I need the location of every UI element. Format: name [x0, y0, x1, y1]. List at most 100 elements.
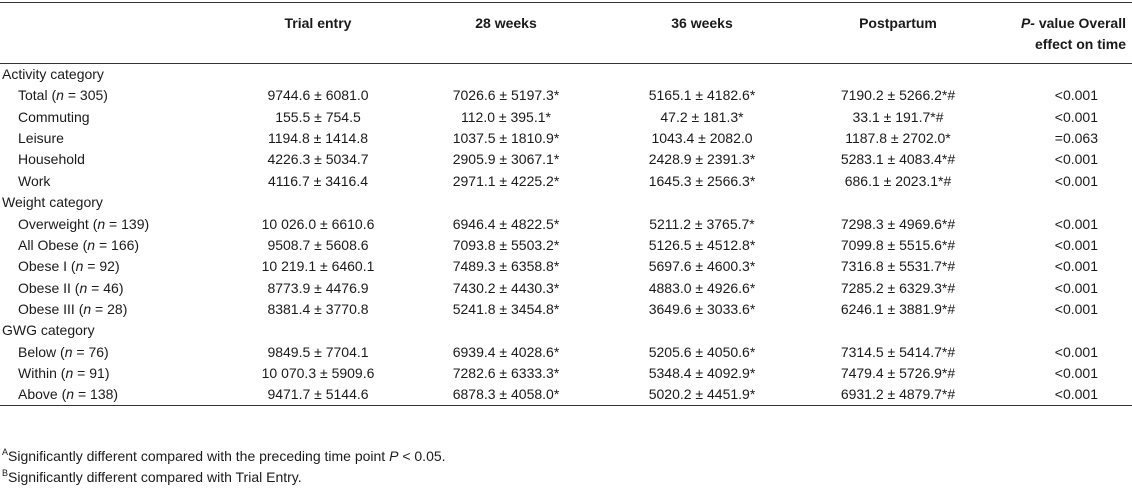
footnote-a: ASignificantly different compared with t… [2, 446, 446, 467]
footnote-a-tail: < 0.05. [398, 448, 446, 464]
footnote-a-p: P [389, 448, 399, 464]
p-value-cell: <0.001 [1054, 343, 1098, 360]
table-body: Activity category Total (n = 305) 9744.6 ±… [0, 64, 1132, 406]
p-value-cell: <0.001 [1054, 279, 1098, 296]
table-row: Above (n = 138) 9471.7 ± 5144.6 6878.3 ± 4… [0, 384, 1132, 406]
header-trial-entry: Trial entry [284, 15, 352, 31]
results-table: Trial entry 28 weeks 36 weeks Postpartum… [0, 2, 1132, 406]
p-value-cell: =0.063 [1054, 129, 1098, 146]
value-cell: 6246.1 ± 3881.9*# [840, 301, 956, 318]
table-row: Obese III (n = 28) 8381.4 ± 3770.8 5241.8 … [0, 299, 1132, 320]
p-value-cell: <0.001 [1054, 236, 1098, 253]
value-cell: 5283.1 ± 4083.4*# [840, 151, 956, 168]
n-symbol: n [66, 386, 75, 403]
table-row: Within (n = 91) 10 070.3 ± 5909.6 7282.6 ±… [0, 363, 1132, 384]
header-postpartum: Postpartum [859, 15, 937, 31]
row-label-text: All Obese [18, 236, 79, 253]
value-cell: 9508.7 ± 5608.6 [267, 236, 369, 253]
n-symbol: n [65, 365, 74, 382]
row-label: Total (n = 305) [18, 87, 108, 104]
value-cell: 7285.2 ± 6329.3*# [840, 279, 956, 296]
value-cell: 1187.8 ± 2702.0* [845, 129, 951, 146]
p-value-cell: <0.001 [1054, 365, 1098, 382]
value-cell: 5165.1 ± 4182.6* [648, 87, 756, 104]
table-row: Obese I (n = 92) 10 219.1 ± 6460.1 7489.3 … [0, 256, 1132, 277]
row-label: Obese III (n = 28) [18, 301, 128, 318]
p-value-cell: <0.001 [1054, 386, 1098, 403]
table-row: Overweight (n = 139) 10 026.0 ± 6610.6 694… [0, 213, 1132, 234]
p-value-cell: <0.001 [1054, 258, 1098, 275]
header-row: Trial entry 28 weeks 36 weeks Postpartum… [0, 2, 1132, 64]
table-row: Leisure 1194.8 ± 1414.8 1037.5 ± 1810.9* 10… [0, 128, 1132, 149]
row-label-text: Within [18, 365, 57, 382]
row-label: Within (n = 91) [18, 365, 110, 382]
category-row: GWG category [0, 320, 1132, 341]
n-value: 305 [79, 87, 104, 104]
header-36-weeks: 36 weeks [671, 15, 733, 31]
n-value: 92 [99, 258, 115, 275]
value-cell: 8773.9 ± 4476.9 [267, 279, 369, 296]
n-value: 138 [90, 386, 114, 403]
category-label: GWG category [2, 322, 95, 339]
n-symbol: n [64, 343, 73, 360]
value-cell: 10 070.3 ± 5909.6 [261, 365, 375, 382]
value-cell: 47.2 ± 181.3* [660, 108, 744, 125]
row-label: Obese II (n = 46) [18, 279, 124, 296]
value-cell: 33.1 ± 191.7*# [852, 108, 944, 125]
header-p-italic: P- [1020, 15, 1035, 31]
value-cell: 5348.4 ± 4092.9* [648, 365, 756, 382]
table-row: Below (n = 76) 9849.5 ± 7704.1 6939.4 ± 40… [0, 342, 1132, 363]
n-value: 76 [88, 343, 105, 360]
footnote-b-text: Significantly different compared with Tr… [8, 469, 302, 485]
value-cell: 9471.7 ± 5144.6 [267, 386, 369, 403]
row-label-text: Total [18, 87, 48, 104]
p-value-cell: <0.001 [1054, 151, 1098, 168]
p-value-cell: <0.001 [1054, 87, 1098, 104]
header-p-rest: value Overall effect on time [1034, 15, 1126, 52]
value-cell: 1043.4 ± 2082.0 [651, 129, 753, 146]
header-label-cell [0, 3, 228, 64]
row-label-text: Above [18, 386, 58, 403]
value-cell: 6878.3 ± 4058.0* [452, 386, 560, 403]
value-cell: 7026.6 ± 5197.3* [452, 87, 560, 104]
table-row: All Obese (n = 166) 9508.7 ± 5608.6 7093.8… [0, 235, 1132, 256]
value-cell: 7190.2 ± 5266.2*# [840, 87, 956, 104]
row-label-text: Commuting [18, 108, 90, 125]
p-value-cell: <0.001 [1054, 108, 1098, 125]
n-value: 166 [111, 236, 135, 253]
category-label: Weight category [2, 194, 103, 211]
row-label-text: Work [18, 172, 51, 189]
row-label-text: Obese I [18, 258, 68, 275]
row-label: Below (n = 76) [18, 343, 109, 360]
value-cell: 7314.5 ± 5414.7*# [840, 343, 956, 360]
n-value: 46 [103, 279, 119, 296]
row-label: All Obese (n = 166) [18, 236, 140, 253]
category-row: Weight category [0, 192, 1132, 213]
n-value: 28 [107, 301, 123, 318]
p-value-cell: <0.001 [1054, 215, 1098, 232]
n-symbol: n [97, 215, 106, 232]
row-label-text: Household [18, 151, 85, 168]
value-cell: 2905.9 ± 3067.1* [452, 151, 560, 168]
footnotes: ASignificantly different compared with t… [2, 446, 446, 488]
value-cell: 2971.1 ± 4225.2* [452, 172, 560, 189]
p-value-cell: <0.001 [1054, 301, 1098, 318]
value-cell: 7479.4 ± 5726.9*# [840, 365, 956, 382]
category-label: Activity category [2, 66, 104, 82]
value-cell: 1037.5 ± 1810.9* [452, 129, 560, 146]
value-cell: 5126.5 ± 4512.8* [648, 236, 756, 253]
value-cell: 7489.3 ± 6358.8* [452, 258, 560, 275]
row-label-text: Obese III [18, 301, 75, 318]
value-cell: 5205.6 ± 4050.6* [648, 343, 756, 360]
row-label: Obese I (n = 92) [18, 258, 120, 275]
value-cell: 4116.7 ± 3416.4 [267, 172, 369, 189]
value-cell: 5241.8 ± 3454.8* [452, 301, 560, 318]
value-cell: 10 219.1 ± 6460.1 [261, 258, 375, 275]
row-label: Work [0, 171, 228, 192]
footnote-a-text: Significantly different compared with th… [8, 448, 386, 464]
p-value-cell: <0.001 [1054, 172, 1098, 189]
value-cell: 4226.3 ± 5034.7 [267, 151, 369, 168]
header-p-value: P- value Overall effect on time [996, 3, 1132, 64]
value-cell: 2428.9 ± 2391.3* [648, 151, 756, 168]
